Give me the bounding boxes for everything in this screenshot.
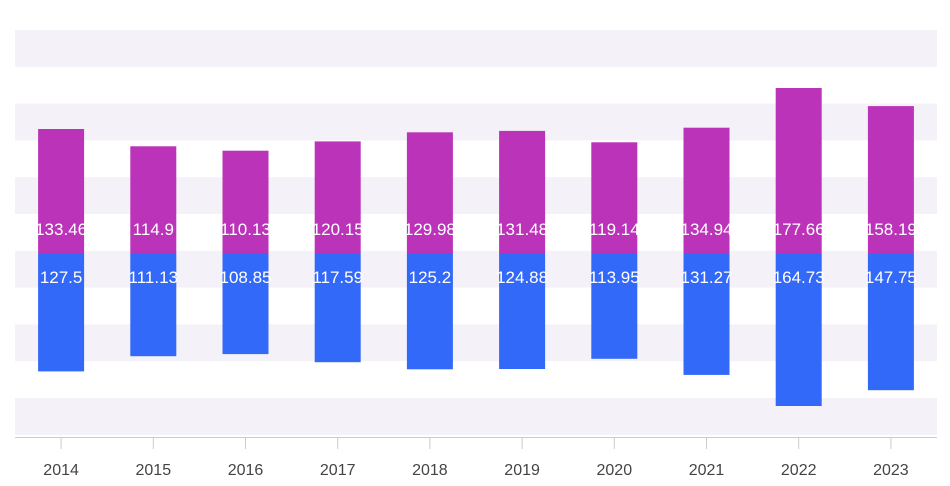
data-label-top-2019: 131.48 bbox=[496, 220, 548, 239]
bar-top-2022[interactable] bbox=[775, 88, 822, 253]
bar-bottom-2021[interactable] bbox=[683, 253, 730, 375]
bar-bottom-2015[interactable] bbox=[130, 253, 177, 357]
data-label-bottom-2022: 164.73 bbox=[773, 268, 825, 287]
x-tick-label-2015: 2015 bbox=[136, 462, 172, 479]
data-label-bottom-2023: 147.75 bbox=[865, 268, 917, 287]
bar-top-2015[interactable] bbox=[130, 146, 177, 253]
data-label-top-2022: 177.66 bbox=[773, 220, 825, 239]
data-label-top-2017: 120.15 bbox=[312, 220, 364, 239]
data-labels-layer: 133.46 127.5 114.9 111.13 110.13 108.85 120.15… bbox=[35, 220, 917, 287]
data-label-top-2016: 110.13 bbox=[220, 220, 271, 239]
data-label-bottom-2018: 125.2 bbox=[409, 268, 452, 287]
data-label-bottom-2021: 131.27 bbox=[681, 268, 733, 287]
x-tick-label-2014: 2014 bbox=[43, 462, 79, 479]
x-tick-label-2018: 2018 bbox=[412, 462, 448, 479]
bar-top-2023[interactable] bbox=[867, 106, 914, 253]
bar-bottom-2020[interactable] bbox=[591, 253, 638, 359]
x-tick-label-2020: 2020 bbox=[597, 462, 633, 479]
bar-top-2019[interactable] bbox=[499, 130, 546, 253]
bar-bottom-2023[interactable] bbox=[867, 253, 914, 391]
bar-top-2020[interactable] bbox=[591, 142, 638, 253]
data-label-top-2015: 114.9 bbox=[133, 220, 174, 239]
data-label-bottom-2020: 113.95 bbox=[589, 268, 640, 287]
bar-bottom-2022[interactable] bbox=[775, 253, 822, 406]
bar-bottom-2017[interactable] bbox=[314, 253, 361, 363]
x-tick-label-2017: 2017 bbox=[320, 462, 356, 479]
data-label-top-2020: 119.14 bbox=[589, 220, 640, 239]
data-label-bottom-2014: 127.5 bbox=[40, 268, 83, 287]
data-label-top-2021: 134.94 bbox=[681, 220, 733, 239]
bar-top-2018[interactable] bbox=[406, 132, 453, 253]
data-label-top-2018: 129.98 bbox=[404, 220, 456, 239]
data-label-top-2023: 158.19 bbox=[865, 220, 917, 239]
data-label-bottom-2017: 117.59 bbox=[312, 268, 363, 287]
x-tick-label-2023: 2023 bbox=[873, 462, 909, 479]
bars-layer bbox=[38, 88, 914, 406]
x-axis-ticks: 2014 2015 2016 2017 2018 2019 2020 2021 2022 2023 bbox=[43, 437, 909, 479]
data-label-bottom-2015: 111.13 bbox=[129, 268, 178, 287]
bar-top-2017[interactable] bbox=[314, 141, 361, 253]
data-label-top-2014: 133.46 bbox=[35, 220, 87, 239]
x-tick-label-2022: 2022 bbox=[781, 462, 817, 479]
x-tick-label-2019: 2019 bbox=[504, 462, 540, 479]
bar-bottom-2016[interactable] bbox=[222, 253, 269, 355]
data-label-bottom-2016: 108.85 bbox=[220, 268, 272, 287]
bar-top-2016[interactable] bbox=[222, 150, 269, 253]
x-tick-label-2021: 2021 bbox=[689, 462, 725, 479]
x-tick-label-2016: 2016 bbox=[228, 462, 264, 479]
bar-bottom-2019[interactable] bbox=[499, 253, 546, 369]
data-label-bottom-2019: 124.88 bbox=[496, 268, 548, 287]
bar-bottom-2018[interactable] bbox=[406, 253, 453, 370]
bar-top-2014[interactable] bbox=[38, 129, 85, 253]
grid-band bbox=[15, 30, 937, 67]
bar-bottom-2014[interactable] bbox=[38, 253, 85, 372]
bar-top-2021[interactable] bbox=[683, 127, 730, 253]
